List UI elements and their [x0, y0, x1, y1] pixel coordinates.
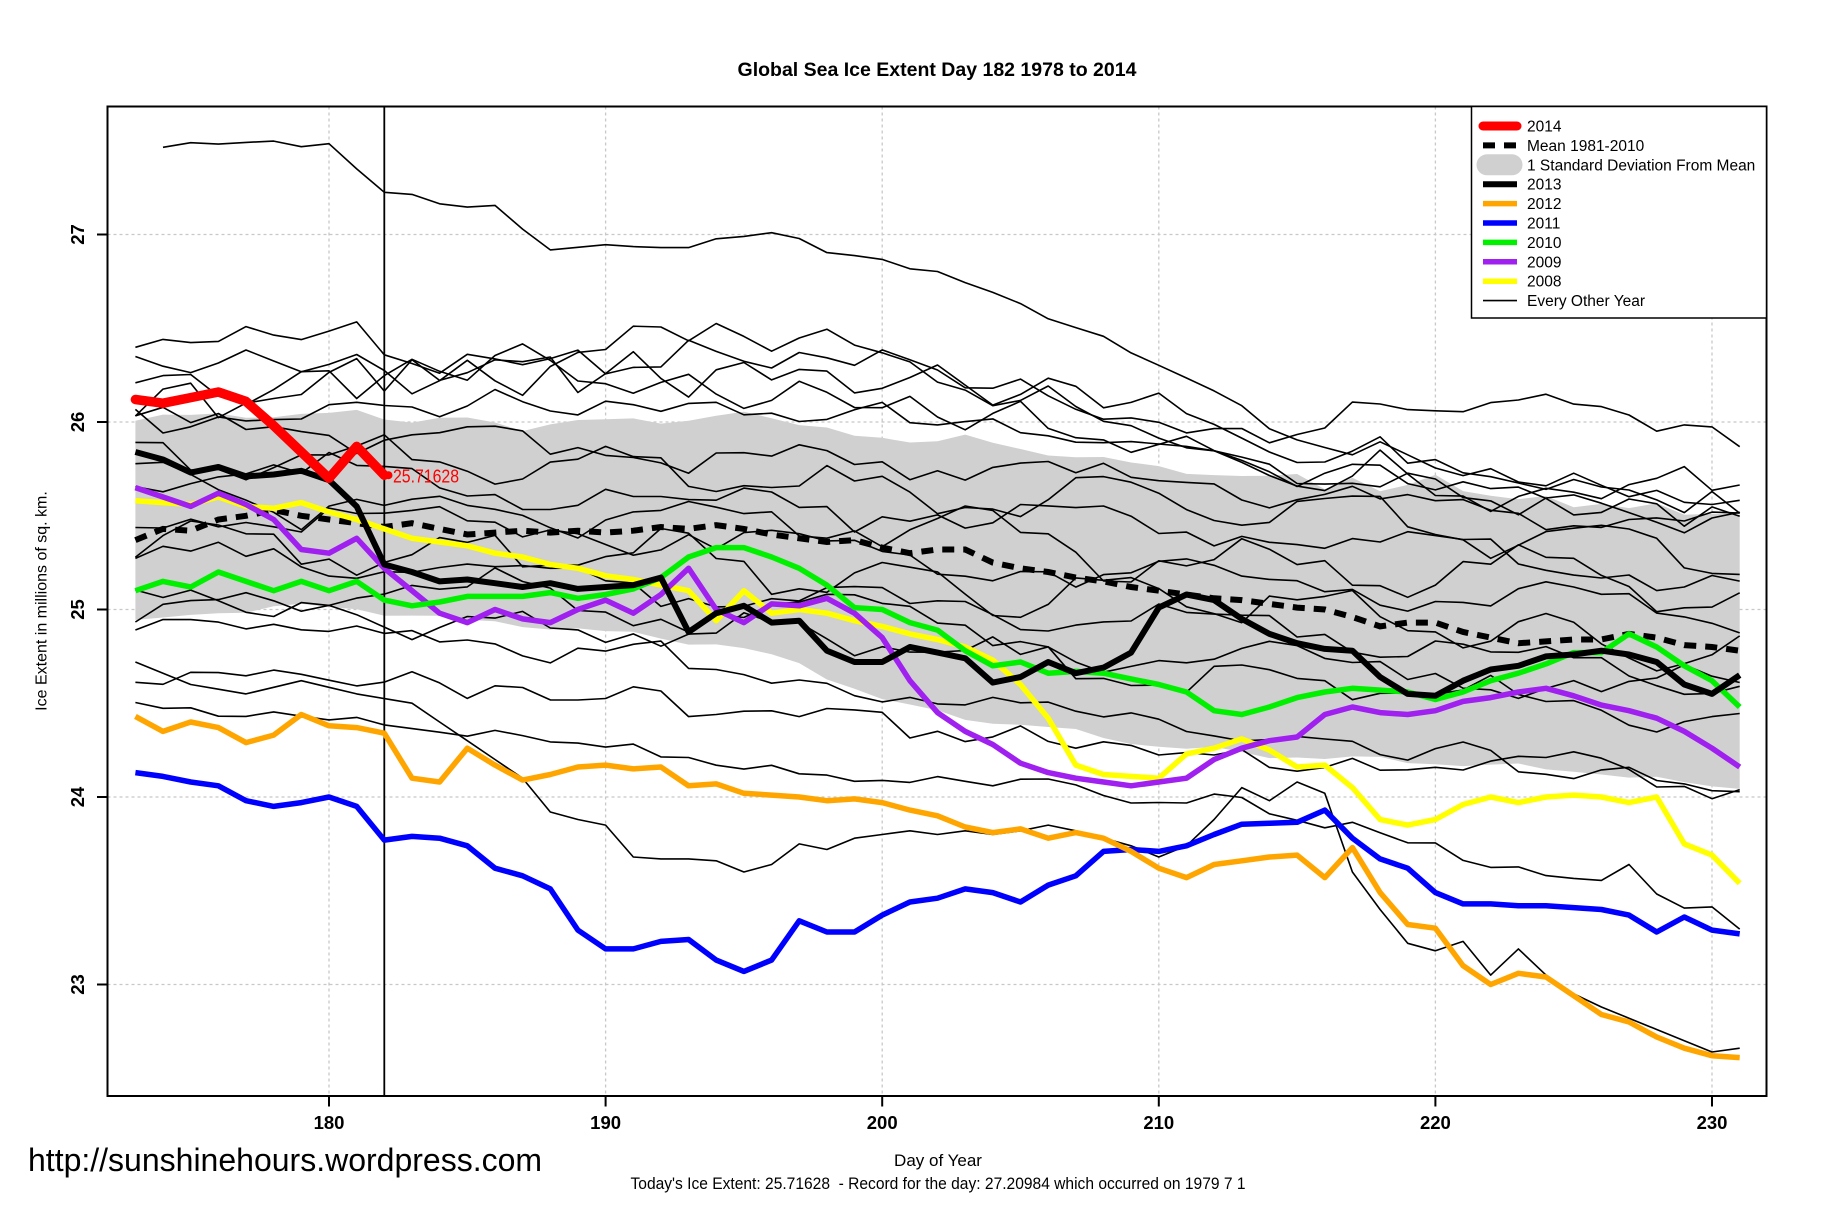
svg-text:27: 27	[67, 224, 88, 245]
svg-text:25: 25	[67, 599, 88, 620]
svg-text:Global Sea Ice Extent Day 182: Global Sea Ice Extent Day 182 1978 to 20…	[738, 59, 1137, 81]
svg-text:2013: 2013	[1527, 177, 1561, 194]
svg-text:23: 23	[67, 974, 88, 995]
svg-text:190: 190	[590, 1112, 621, 1133]
svg-text:2011: 2011	[1527, 216, 1560, 233]
svg-text:24: 24	[67, 786, 88, 807]
svg-text:25.71628: 25.71628	[393, 467, 459, 487]
svg-text:1 Standard Deviation From Mean: 1 Standard Deviation From Mean	[1527, 157, 1755, 174]
svg-text:200: 200	[867, 1112, 898, 1133]
svg-text:Mean 1981-2010: Mean 1981-2010	[1527, 138, 1645, 155]
svg-text:210: 210	[1143, 1112, 1174, 1133]
svg-text:2009: 2009	[1527, 254, 1561, 271]
svg-text:http://sunshinehours.wordpress: http://sunshinehours.wordpress.com	[28, 1142, 542, 1178]
svg-text:220: 220	[1420, 1112, 1451, 1133]
svg-text:Day of Year: Day of Year	[894, 1151, 982, 1170]
svg-text:Every Other Year: Every Other Year	[1527, 293, 1645, 310]
svg-text:230: 230	[1697, 1112, 1728, 1133]
svg-text:Ice Extent in millions of sq.: Ice Extent in millions of sq. km.	[34, 491, 51, 711]
svg-text:26: 26	[67, 412, 88, 433]
svg-text:2010: 2010	[1527, 235, 1562, 252]
svg-text:Today's Ice Extent: 25.71628: Today's Ice Extent: 25.71628 - Record fo…	[631, 1175, 1246, 1193]
svg-text:2012: 2012	[1527, 196, 1561, 213]
svg-text:2014: 2014	[1527, 119, 1562, 136]
svg-text:180: 180	[314, 1112, 345, 1133]
svg-text:2008: 2008	[1527, 274, 1561, 291]
